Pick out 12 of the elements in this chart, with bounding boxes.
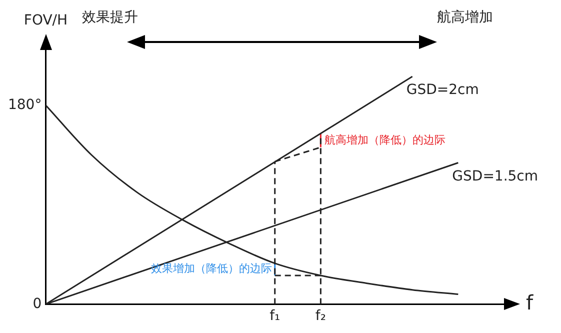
series-label: 效果增加（降低）的边际 [150, 262, 272, 276]
x-tick-label: f₂ [315, 308, 326, 324]
text: 效果提升 [82, 10, 138, 26]
y-axis-title: FOV/H [24, 12, 68, 29]
text: 航高增加 [437, 10, 493, 26]
x-tick-label: f₁ [270, 308, 280, 324]
y-tick-label: 0 [32, 296, 42, 312]
series-label: GSD=1.5cm [452, 168, 538, 184]
series-label: GSD=2cm [406, 82, 479, 98]
y-tick-label: 180° [8, 96, 42, 113]
x-axis-title: f [526, 290, 534, 314]
series-label: 航高增加（降低）的边际 [324, 133, 446, 146]
